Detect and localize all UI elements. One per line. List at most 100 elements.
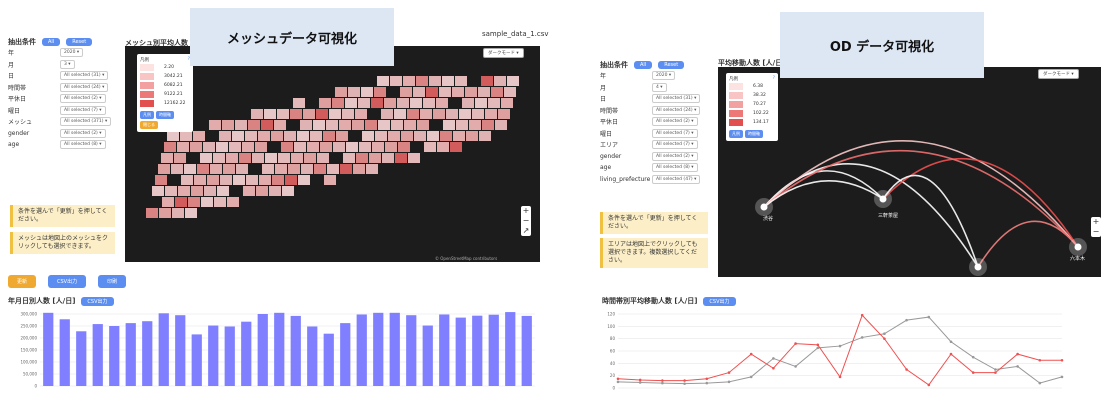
filter-select[interactable]: All selected (2) ▾ bbox=[60, 128, 106, 138]
line-chart-csv-button[interactable]: CSV出力 bbox=[703, 296, 736, 306]
filter-row: 曜日 All selected (7) ▾ bbox=[600, 128, 698, 140]
mesh-cell bbox=[365, 120, 377, 130]
data-point bbox=[883, 337, 886, 340]
mesh-cell bbox=[188, 197, 200, 207]
mesh-cell bbox=[204, 186, 216, 196]
reset-button[interactable]: Reset bbox=[658, 61, 685, 69]
compass-icon[interactable]: ↗ bbox=[522, 226, 530, 235]
filter-select[interactable]: 3 ▾ bbox=[60, 59, 75, 69]
mesh-cell bbox=[281, 142, 293, 152]
legend-button[interactable]: 凡例 bbox=[140, 111, 154, 119]
node-label: 渋谷 bbox=[763, 216, 774, 222]
data-point bbox=[994, 371, 997, 374]
bar bbox=[142, 321, 153, 386]
filter-row: living_prefecture All selected (47) ▾ bbox=[600, 174, 701, 186]
mesh-cell bbox=[271, 131, 283, 141]
filter-select[interactable]: All selected (2) ▾ bbox=[60, 94, 106, 104]
y-tick-label: 0 bbox=[612, 386, 615, 391]
legend-close-button[interactable]: 閉じる bbox=[140, 121, 158, 129]
y-tick-label: 20 bbox=[610, 373, 616, 378]
filter-select[interactable]: All selected (31) ▾ bbox=[60, 71, 109, 81]
od-banner: OD データ可視化 bbox=[780, 12, 984, 78]
zoom-in-button[interactable]: + bbox=[522, 206, 530, 215]
filter-select[interactable]: All selected (371) ▾ bbox=[60, 117, 112, 127]
filter-select[interactable]: 2020 ▾ bbox=[60, 48, 84, 58]
mode-dropdown[interactable]: ダークモード ▾ bbox=[1038, 69, 1079, 79]
bar bbox=[257, 314, 268, 386]
data-point bbox=[638, 378, 642, 382]
mesh-cell bbox=[207, 175, 219, 185]
mesh-cell bbox=[301, 164, 313, 174]
mesh-cell bbox=[161, 153, 173, 163]
update-button[interactable]: 更新 bbox=[8, 275, 37, 288]
filter-select[interactable]: All selected (47) ▾ bbox=[652, 174, 701, 184]
filter-label: 平休日 bbox=[8, 96, 27, 104]
legend-button[interactable]: 凡例 bbox=[729, 130, 743, 138]
bar bbox=[340, 323, 351, 386]
mesh-cell bbox=[155, 175, 167, 185]
timeline-button[interactable]: 時間軸 bbox=[156, 111, 174, 119]
area-hint-note: エリアは地図上でクリックしても選択できます。複数選択してください。 bbox=[600, 238, 708, 268]
mesh-cell bbox=[340, 164, 352, 174]
od-panel: 抽出条件 All Reset 年 2020 ▾ 月 4 ▾ 日 All selected … bbox=[592, 0, 1101, 399]
zoom-out-button[interactable]: − bbox=[1092, 227, 1100, 236]
mesh-cell bbox=[391, 120, 403, 130]
node-point bbox=[760, 203, 768, 211]
mesh-grid[interactable] bbox=[125, 46, 540, 262]
data-point bbox=[971, 355, 975, 359]
filter-label: 時間帯 bbox=[8, 84, 27, 92]
filter-select[interactable]: All selected (8) ▾ bbox=[652, 163, 698, 173]
mesh-cell bbox=[243, 186, 255, 196]
reset-button[interactable]: Reset bbox=[66, 38, 93, 46]
mesh-cell bbox=[472, 109, 484, 119]
print-button[interactable]: 印刷 bbox=[98, 275, 127, 288]
mesh-cell bbox=[277, 109, 289, 119]
filter-select[interactable]: All selected (7) ▾ bbox=[60, 105, 106, 115]
mesh-cell bbox=[167, 131, 179, 141]
legend-swatch bbox=[729, 119, 743, 126]
timeline-button[interactable]: 時間軸 bbox=[745, 130, 763, 138]
mesh-cell bbox=[507, 76, 519, 86]
bar bbox=[158, 313, 169, 386]
filter-select[interactable]: All selected (7) ▾ bbox=[652, 128, 698, 138]
filter-select[interactable]: 4 ▾ bbox=[652, 82, 667, 92]
bar bbox=[356, 314, 367, 386]
map-title: 平均移動人数 [人/日] bbox=[718, 59, 786, 67]
mode-dropdown[interactable]: ダークモード ▾ bbox=[483, 48, 524, 58]
mesh-cell bbox=[233, 175, 245, 185]
data-point bbox=[705, 377, 709, 381]
data-point bbox=[883, 332, 886, 336]
filter-select[interactable]: All selected (24) ▾ bbox=[60, 82, 109, 92]
mesh-cell bbox=[442, 76, 454, 86]
mesh-cell bbox=[175, 197, 187, 207]
filter-select[interactable]: 2020 ▾ bbox=[652, 71, 676, 81]
od-map[interactable]: 凡例 ? 6.38 38.32 70.27 102.22 134.17 凡例 時… bbox=[718, 67, 1101, 277]
line-chart-header: 時間帯別平均移動人数 [人/日] CSV出力 bbox=[602, 296, 736, 306]
mesh-cell bbox=[408, 153, 420, 163]
filter-select[interactable]: All selected (2) ▾ bbox=[652, 117, 698, 127]
mesh-cell bbox=[353, 164, 365, 174]
mesh-cell bbox=[329, 109, 341, 119]
filter-select[interactable]: All selected (31) ▾ bbox=[652, 94, 701, 104]
y-tick-label: 250,000 bbox=[20, 324, 37, 329]
all-button[interactable]: All bbox=[42, 38, 61, 46]
data-point bbox=[949, 352, 953, 356]
help-icon[interactable]: ? bbox=[187, 57, 190, 62]
mesh-cell bbox=[303, 109, 315, 119]
zoom-out-button[interactable]: − bbox=[522, 216, 530, 225]
zoom-in-button[interactable]: + bbox=[1092, 217, 1100, 226]
od-flow-map[interactable] bbox=[718, 67, 1101, 277]
csv-export-button[interactable]: CSV出力 bbox=[48, 275, 87, 288]
bar-chart-csv-button[interactable]: CSV出力 bbox=[81, 296, 114, 306]
all-button[interactable]: All bbox=[634, 61, 653, 69]
mesh-cell bbox=[400, 87, 412, 97]
mesh-cell bbox=[285, 175, 297, 185]
help-icon[interactable]: ? bbox=[772, 76, 775, 81]
filter-select[interactable]: All selected (2) ▾ bbox=[652, 151, 698, 161]
filter-select[interactable]: All selected (7) ▾ bbox=[652, 140, 698, 150]
filter-select[interactable]: All selected (8) ▾ bbox=[60, 140, 106, 150]
data-point bbox=[1060, 358, 1064, 362]
filter-select[interactable]: All selected (24) ▾ bbox=[652, 105, 701, 115]
mesh-map[interactable]: 凡例 ? 2.20 3042.21 6082.21 9122.21 12162.… bbox=[125, 46, 540, 262]
mesh-cell bbox=[177, 142, 189, 152]
